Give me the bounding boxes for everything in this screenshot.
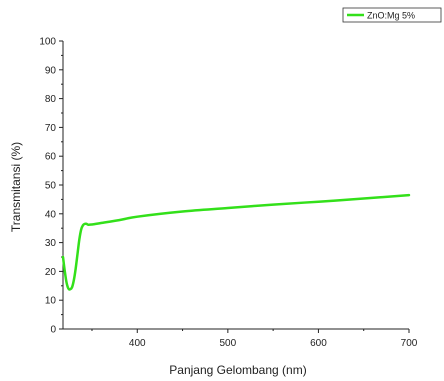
y-tick-label: 0 [50,325,56,336]
x-axis-title: Panjang Gelombang (nm) [169,363,306,377]
series-line-zno-mg-5 [61,193,411,291]
x-tick-label: 700 [401,338,418,349]
y-tick-label: 10 [45,296,57,307]
y-tick-label: 40 [45,209,57,220]
y-tick-label: 90 [45,65,57,76]
x-tick-label: 600 [310,338,327,349]
y-tick-label: 20 [45,267,57,278]
y-tick-label: 70 [45,123,57,134]
y-tick-label: 30 [45,238,57,249]
x-axis-ticks: 400 500 600 700 [91,329,418,349]
legend-label: ZnO:Mg 5% [367,11,415,21]
legend: ZnO:Mg 5% [342,7,442,23]
y-tick-label: 100 [39,37,56,48]
legend-box [342,7,442,23]
y-tick-label: 60 [45,152,57,163]
y-tick-label: 50 [45,181,57,192]
y-tick-label: 80 [45,94,57,105]
y-axis-ticks: 0 10 20 30 40 50 60 70 80 90 100 [39,37,63,336]
x-tick-label: 500 [220,338,237,349]
x-tick-label: 400 [129,338,146,349]
y-axis-title: Transmitansi (%) [9,142,23,232]
